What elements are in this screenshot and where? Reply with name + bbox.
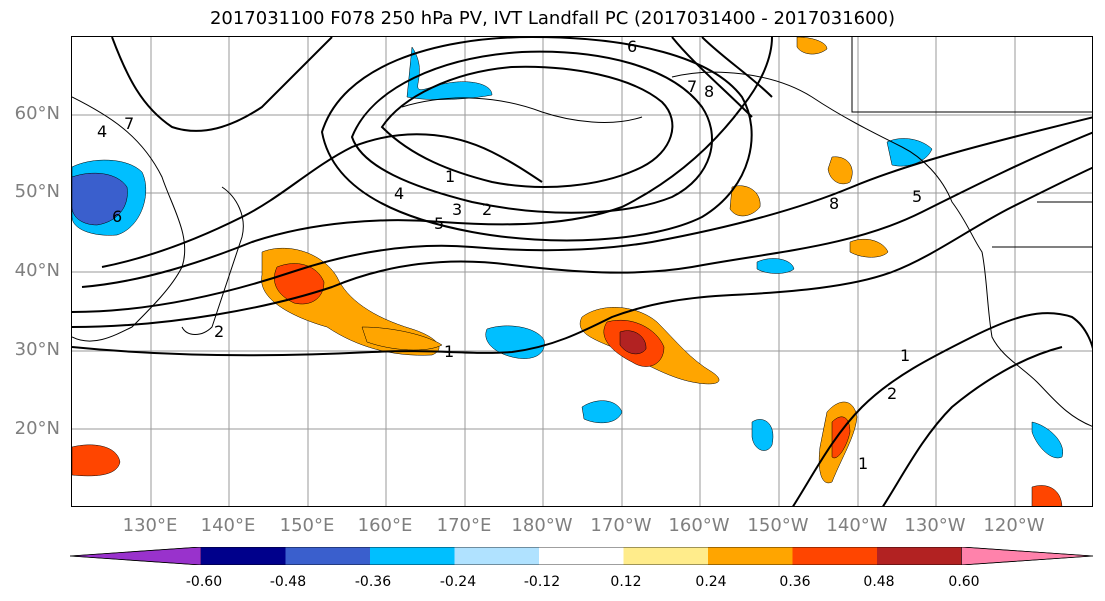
lat-label-60n: 60°N [14, 103, 60, 124]
colorbar-segment [792, 547, 877, 565]
colorbar-tick: 0.48 [863, 574, 895, 590]
map-title: 2017031100 F078 250 hPa PV, IVT Landfall… [209, 8, 896, 29]
colorbar-segment [877, 547, 962, 565]
lon-label: 180°W [511, 515, 573, 536]
lon-label: 140°E [200, 515, 256, 536]
map-canvas: 6 8 7 1 4 3 2 5 4 6 7 2 1 5 8 1 2 1 [72, 37, 1092, 506]
map-panel: 6 8 7 1 4 3 2 5 4 6 7 2 1 5 8 1 2 1 [71, 36, 1093, 507]
colorbar-segment [201, 547, 286, 565]
contour-label: 4 [394, 184, 404, 203]
contour-label: 2 [214, 322, 224, 341]
contour-label: 5 [434, 214, 444, 233]
colorbar-tick: -0.60 [185, 574, 223, 590]
lon-label: 120°W [983, 515, 1045, 536]
colorbar-tick: -0.12 [523, 574, 561, 590]
lat-label-50n: 50°N [14, 181, 60, 202]
colorbar-tick: 0.24 [695, 574, 727, 590]
lon-label: 140°W [826, 515, 888, 536]
pv-shading [72, 37, 1064, 506]
colorbar-tick: -0.48 [269, 574, 307, 590]
contour-label: 5 [912, 187, 922, 206]
contour-label: 1 [858, 454, 868, 473]
lon-label: 130°W [904, 515, 966, 536]
coastlines [72, 37, 1092, 427]
contour-label: 6 [112, 207, 122, 226]
lon-label: 170°E [436, 515, 492, 536]
lon-label: 150°E [279, 515, 335, 536]
contour-label: 7 [687, 77, 697, 96]
colorbar-tick: 0.60 [948, 574, 980, 590]
contour-label: 1 [900, 346, 910, 365]
colorbar [70, 547, 1094, 565]
lon-label: 160°W [668, 515, 730, 536]
colorbar-segment [539, 547, 624, 565]
contour-label: 6 [627, 37, 637, 56]
lat-label-40n: 40°N [14, 260, 60, 281]
contour-label: 2 [482, 200, 492, 219]
lat-label-30n: 30°N [14, 339, 60, 360]
lon-label: 130°E [122, 515, 178, 536]
ivt-contours [72, 37, 1092, 506]
contour-label: 2 [887, 384, 897, 403]
colorbar-segments [70, 547, 1094, 565]
colorbar-outline [70, 547, 1094, 565]
colorbar-tick: 0.36 [779, 574, 811, 590]
colorbar-segment [370, 547, 455, 565]
colorbar-tick: 0.12 [610, 574, 642, 590]
colorbar-segment [70, 547, 202, 565]
contour-labels: 6 8 7 1 4 3 2 5 4 6 7 2 1 5 8 1 2 1 [97, 37, 922, 473]
lon-label: 150°W [747, 515, 809, 536]
colorbar-segment [961, 547, 1094, 565]
colorbar-segment [285, 547, 370, 565]
lon-label: 160°E [357, 515, 413, 536]
colorbar-tick: -0.24 [439, 574, 477, 590]
contour-label: 8 [704, 82, 714, 101]
colorbar-segment [623, 547, 708, 565]
lat-label-20n: 20°N [14, 418, 60, 439]
colorbar-segment [708, 547, 793, 565]
contour-label: 4 [97, 122, 107, 141]
contour-label: 3 [452, 200, 462, 219]
lon-label: 170°W [590, 515, 652, 536]
contour-label: 8 [829, 194, 839, 213]
contour-label: 1 [445, 167, 455, 186]
colorbar-tick: -0.36 [354, 574, 392, 590]
colorbar-segment [454, 547, 539, 565]
contour-label: 7 [124, 114, 134, 133]
contour-label: 1 [444, 342, 454, 361]
